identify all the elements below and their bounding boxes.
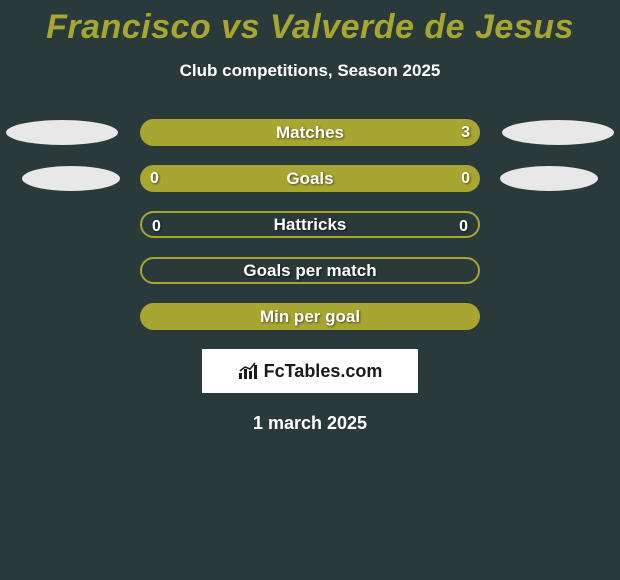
player-right-ellipse bbox=[502, 120, 614, 145]
player-left-ellipse bbox=[22, 166, 120, 191]
stat-label: Matches bbox=[276, 123, 344, 143]
page-title: Francisco vs Valverde de Jesus bbox=[0, 0, 620, 47]
logo-label: FcTables.com bbox=[238, 361, 383, 382]
stat-label: Goals per match bbox=[243, 261, 376, 281]
stat-row: Goals per match bbox=[0, 257, 620, 285]
subtitle: Club competitions, Season 2025 bbox=[0, 61, 620, 81]
stat-row: Min per goal bbox=[0, 303, 620, 331]
stat-label: Hattricks bbox=[274, 215, 347, 235]
comparison-card: Francisco vs Valverde de Jesus Club comp… bbox=[0, 0, 620, 580]
stat-value-left: 0 bbox=[152, 213, 161, 240]
source-logo: FcTables.com bbox=[202, 349, 418, 393]
stat-bar: 0 Goals 0 bbox=[140, 165, 480, 192]
stat-bar: Goals per match bbox=[140, 257, 480, 284]
stat-label: Min per goal bbox=[260, 307, 360, 327]
stats-rows: Matches 3 0 Goals 0 0 Hattricks 0 bbox=[0, 119, 620, 331]
stat-label: Goals bbox=[286, 169, 333, 189]
stat-row: 0 Hattricks 0 bbox=[0, 211, 620, 239]
stat-bar: 0 Hattricks 0 bbox=[140, 211, 480, 238]
date-label: 1 march 2025 bbox=[0, 413, 620, 434]
player-right-ellipse bbox=[500, 166, 598, 191]
logo-text: FcTables.com bbox=[264, 361, 383, 382]
stat-bar: Matches 3 bbox=[140, 119, 480, 146]
stat-value-left: 0 bbox=[150, 165, 159, 192]
bar-chart-icon bbox=[238, 362, 260, 380]
stat-bar: Min per goal bbox=[140, 303, 480, 330]
player-left-ellipse bbox=[6, 120, 118, 145]
stat-value-right: 0 bbox=[459, 213, 468, 240]
stat-row: 0 Goals 0 bbox=[0, 165, 620, 193]
stat-value-right: 0 bbox=[461, 165, 470, 192]
stat-row: Matches 3 bbox=[0, 119, 620, 147]
stat-value-right: 3 bbox=[461, 119, 470, 146]
